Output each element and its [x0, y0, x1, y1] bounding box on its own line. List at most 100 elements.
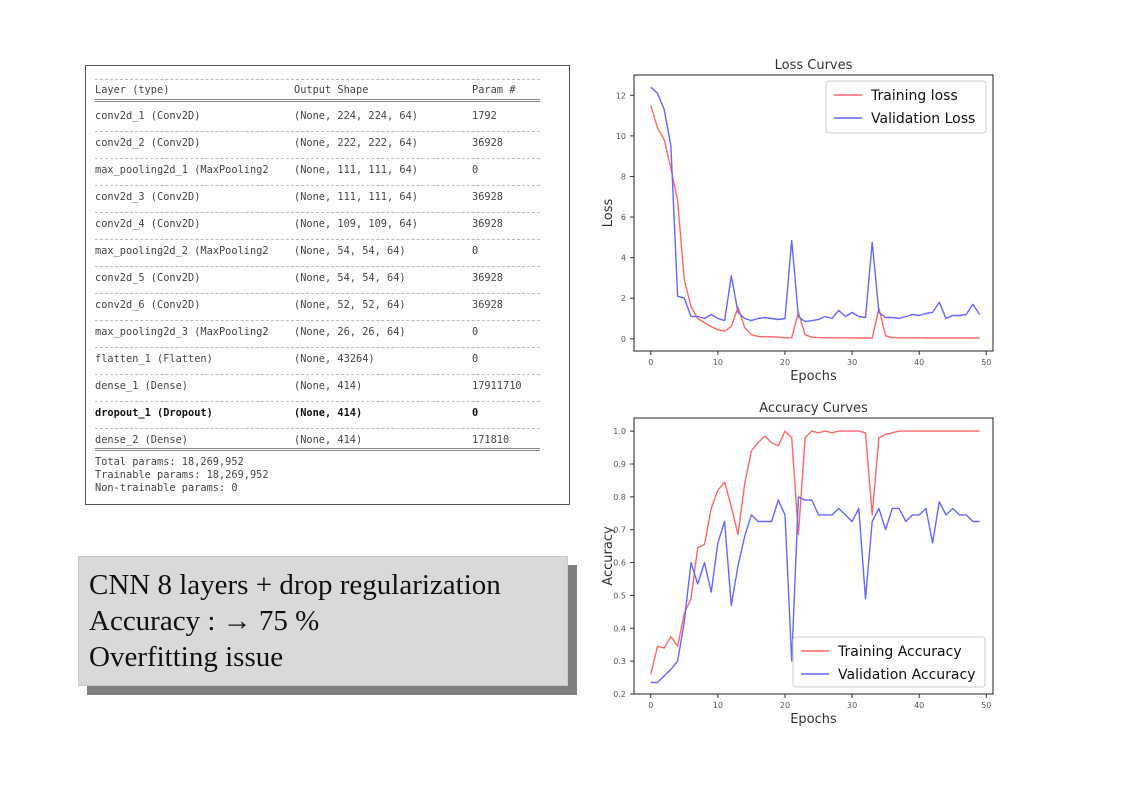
- row-divider: [95, 293, 540, 294]
- total-params: Total params: 18,269,952: [95, 456, 244, 468]
- x-tick-label: 0: [648, 701, 653, 710]
- row-divider: [95, 131, 540, 132]
- row-divider: [95, 320, 540, 321]
- table-row: dense_1 (Dense) (None, 414) 17911710: [95, 380, 540, 394]
- table-row: conv2d_4 (Conv2D) (None, 109, 109, 64) 369…: [95, 218, 540, 232]
- table-row: max_pooling2d_1 (MaxPooling2 (None, 111, …: [95, 164, 540, 178]
- row-divider: [95, 185, 540, 186]
- caption-box: CNN 8 layers + drop regularization Accur…: [78, 556, 568, 686]
- table-row: conv2d_2 (Conv2D) (None, 222, 222, 64) 369…: [95, 137, 540, 151]
- layer-name: max_pooling2d_1 (MaxPooling2: [95, 164, 269, 176]
- legend: Training loss Validation Loss: [825, 80, 987, 134]
- y-tick-label: 2: [621, 294, 626, 303]
- param-count: 0: [472, 326, 479, 338]
- y-tick-label: 10: [616, 132, 626, 141]
- summary-bottom-rule: [95, 448, 540, 451]
- param-count: 36928: [472, 218, 503, 230]
- y-tick-label: 0: [621, 335, 626, 344]
- layer-name: Layer (type): [95, 84, 170, 96]
- param-count: 0: [472, 407, 479, 419]
- layer-name: conv2d_6 (Conv2D): [95, 299, 201, 311]
- y-axis-label: Loss: [601, 199, 616, 228]
- y-tick-label: 0.8: [613, 493, 626, 502]
- y-tick-label: 1.0: [613, 427, 626, 436]
- layer-name: dense_2 (Dense): [95, 434, 188, 446]
- x-tick-label: 10: [713, 701, 723, 710]
- series-line-training-loss: [650, 105, 980, 339]
- y-tick-label: 0.2: [613, 690, 626, 699]
- legend: Training Accuracy Validation Accuracy: [792, 636, 986, 688]
- layer-name: flatten_1 (Flatten): [95, 353, 213, 365]
- series-line-validation-loss: [650, 86, 981, 323]
- chart-accuracy: Accuracy Curves Epochs Accuracy 0 10 20 30 40 50…: [601, 401, 994, 727]
- output-shape: (None, 414): [294, 407, 363, 419]
- model-summary-panel: Layer (type) Output Shape Param # conv2d_1 …: [85, 65, 570, 505]
- y-axis-label: Accuracy: [601, 526, 616, 586]
- output-shape: (None, 54, 54, 64): [294, 245, 406, 257]
- output-shape: (None, 52, 52, 64): [294, 299, 406, 311]
- series-line-validation-accuracy: [650, 496, 980, 684]
- table-row: conv2d_5 (Conv2D) (None, 54, 54, 64) 36928: [95, 272, 540, 286]
- y-tick-label: 12: [616, 91, 626, 100]
- y-tick-label: 0.4: [613, 624, 626, 633]
- y-tick-label: 8: [621, 172, 626, 181]
- x-axis-label: Epochs: [790, 369, 837, 384]
- layer-name: conv2d_4 (Conv2D): [95, 218, 201, 230]
- table-row: conv2d_6 (Conv2D) (None, 52, 52, 64) 36928: [95, 299, 540, 313]
- layer-name: max_pooling2d_3 (MaxPooling2: [95, 326, 269, 338]
- output-shape: (None, 414): [294, 380, 363, 392]
- table-row: flatten_1 (Flatten) (None, 43264) 0: [95, 353, 540, 367]
- y-tick-label: 0.5: [613, 591, 626, 600]
- row-divider: [95, 158, 540, 159]
- trainable-params: Trainable params: 18,269,952: [95, 469, 269, 481]
- output-shape: (None, 111, 111, 64): [294, 191, 418, 203]
- summary-header-rule: [95, 99, 540, 102]
- legend-label: Validation Accuracy: [838, 667, 976, 683]
- table-row: max_pooling2d_2 (MaxPooling2 (None, 54, 5…: [95, 245, 540, 259]
- summary-header-row: Layer (type) Output Shape Param #: [95, 84, 540, 98]
- row-divider: [95, 212, 540, 213]
- row-divider: [95, 374, 540, 375]
- layer-name: conv2d_3 (Conv2D): [95, 191, 201, 203]
- output-shape: (None, 54, 54, 64): [294, 272, 406, 284]
- y-tick-label: 6: [621, 213, 626, 222]
- y-tick-label: 4: [621, 254, 626, 263]
- param-count: 1792: [472, 110, 497, 122]
- table-row: max_pooling2d_3 (MaxPooling2 (None, 26, 2…: [95, 326, 540, 340]
- caption-line-model: CNN 8 layers + drop regularization: [89, 569, 501, 601]
- param-count: 36928: [472, 272, 503, 284]
- param-count: Param #: [472, 84, 516, 96]
- x-tick-label: 40: [914, 358, 924, 367]
- legend-label: Validation Loss: [871, 111, 975, 127]
- y-tick-label: 0.7: [613, 526, 626, 535]
- caption-line-accuracy: Accuracy : → 75 %: [89, 605, 320, 637]
- param-count: 36928: [472, 191, 503, 203]
- layer-name: dropout_1 (Dropout): [95, 407, 213, 419]
- output-shape: (None, 222, 222, 64): [294, 137, 418, 149]
- layer-name: conv2d_1 (Conv2D): [95, 110, 201, 122]
- legend-box: [825, 80, 987, 134]
- output-shape: (None, 224, 224, 64): [294, 110, 418, 122]
- chart-title: Accuracy Curves: [759, 401, 868, 416]
- table-row: dense_2 (Dense) (None, 414) 171810: [95, 434, 540, 448]
- output-shape: (None, 26, 26, 64): [294, 326, 406, 338]
- non-trainable-params: Non-trainable params: 0: [95, 482, 238, 494]
- output-shape: (None, 43264): [294, 353, 375, 365]
- table-row: conv2d_3 (Conv2D) (None, 111, 111, 64) 369…: [95, 191, 540, 205]
- legend-label: Training loss: [870, 88, 958, 104]
- y-tick-label: 0.6: [613, 559, 626, 568]
- param-count: 36928: [472, 299, 503, 311]
- x-tick-label: 30: [847, 358, 857, 367]
- x-tick-label: 30: [847, 701, 857, 710]
- x-tick-label: 10: [713, 358, 723, 367]
- x-tick-label: 20: [780, 358, 790, 367]
- legend-box: [792, 636, 986, 688]
- output-shape: (None, 109, 109, 64): [294, 218, 418, 230]
- x-tick-label: 20: [780, 701, 790, 710]
- output-shape: Output Shape: [294, 84, 369, 96]
- param-count: 0: [472, 353, 479, 365]
- param-count: 36928: [472, 137, 503, 149]
- x-tick-label: 40: [914, 701, 924, 710]
- param-count: 171810: [472, 434, 510, 446]
